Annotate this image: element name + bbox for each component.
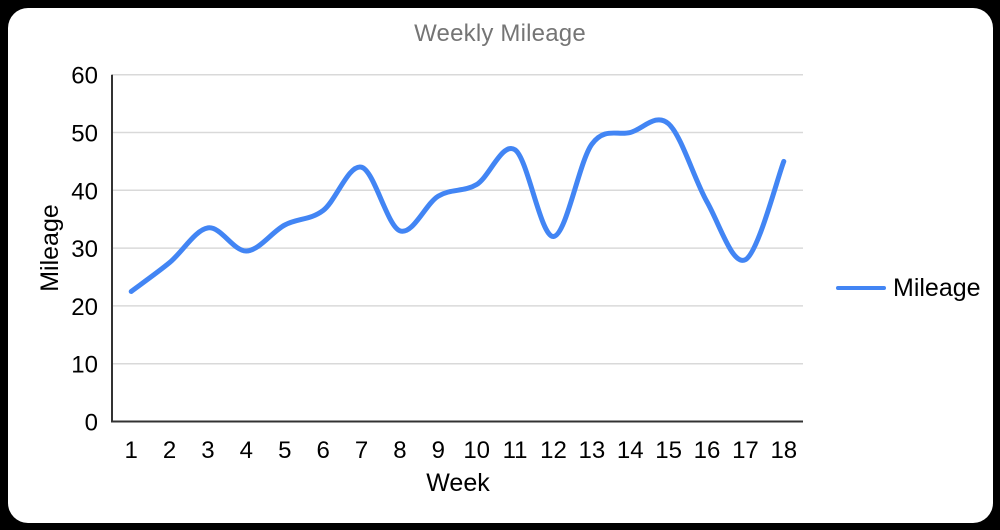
x-tick-label: 15 (655, 437, 682, 464)
y-tick-label: 0 (85, 410, 98, 437)
mileage-line (128, 117, 787, 294)
legend-line-swatch (836, 286, 886, 290)
gridlines-layer (112, 73, 803, 365)
x-axis-title: Week (426, 469, 490, 497)
y-tick-label: 30 (71, 236, 98, 263)
x-tick-label: 11 (503, 437, 528, 464)
y-tick-label: 60 (71, 63, 98, 90)
x-tick-label: 10 (463, 437, 490, 464)
series-layer (128, 117, 787, 294)
chart-card (8, 8, 993, 523)
y-tick-label: 10 (71, 352, 98, 379)
x-tick-label: 1 (125, 437, 138, 464)
x-tick-label: 2 (163, 437, 176, 464)
x-tick-label: 8 (393, 437, 406, 464)
legend-label: Mileage (893, 273, 981, 302)
x-tick-label: 17 (732, 437, 759, 464)
x-tick-label: 16 (694, 437, 721, 464)
axes-layer (111, 74, 803, 423)
x-tick-label: 4 (240, 437, 253, 464)
x-tick-label: 12 (540, 437, 567, 464)
y-axis-title: Mileage (36, 204, 64, 292)
legend: Mileage (836, 274, 981, 302)
y-tick-label: 20 (71, 294, 98, 321)
x-tick-label: 6 (316, 437, 329, 464)
x-tick-label: 3 (201, 437, 214, 464)
x-tick-label: 18 (770, 437, 797, 464)
y-tick-label: 40 (71, 178, 98, 205)
chart-title: Weekly Mileage (414, 20, 586, 47)
x-tick-label: 9 (432, 437, 445, 464)
x-tick-label: 5 (278, 437, 291, 464)
y-tick-label: 50 (71, 121, 98, 148)
x-tick-label: 7 (355, 437, 368, 464)
x-tick-label: 13 (579, 437, 606, 464)
x-tick-label: 14 (617, 437, 644, 464)
